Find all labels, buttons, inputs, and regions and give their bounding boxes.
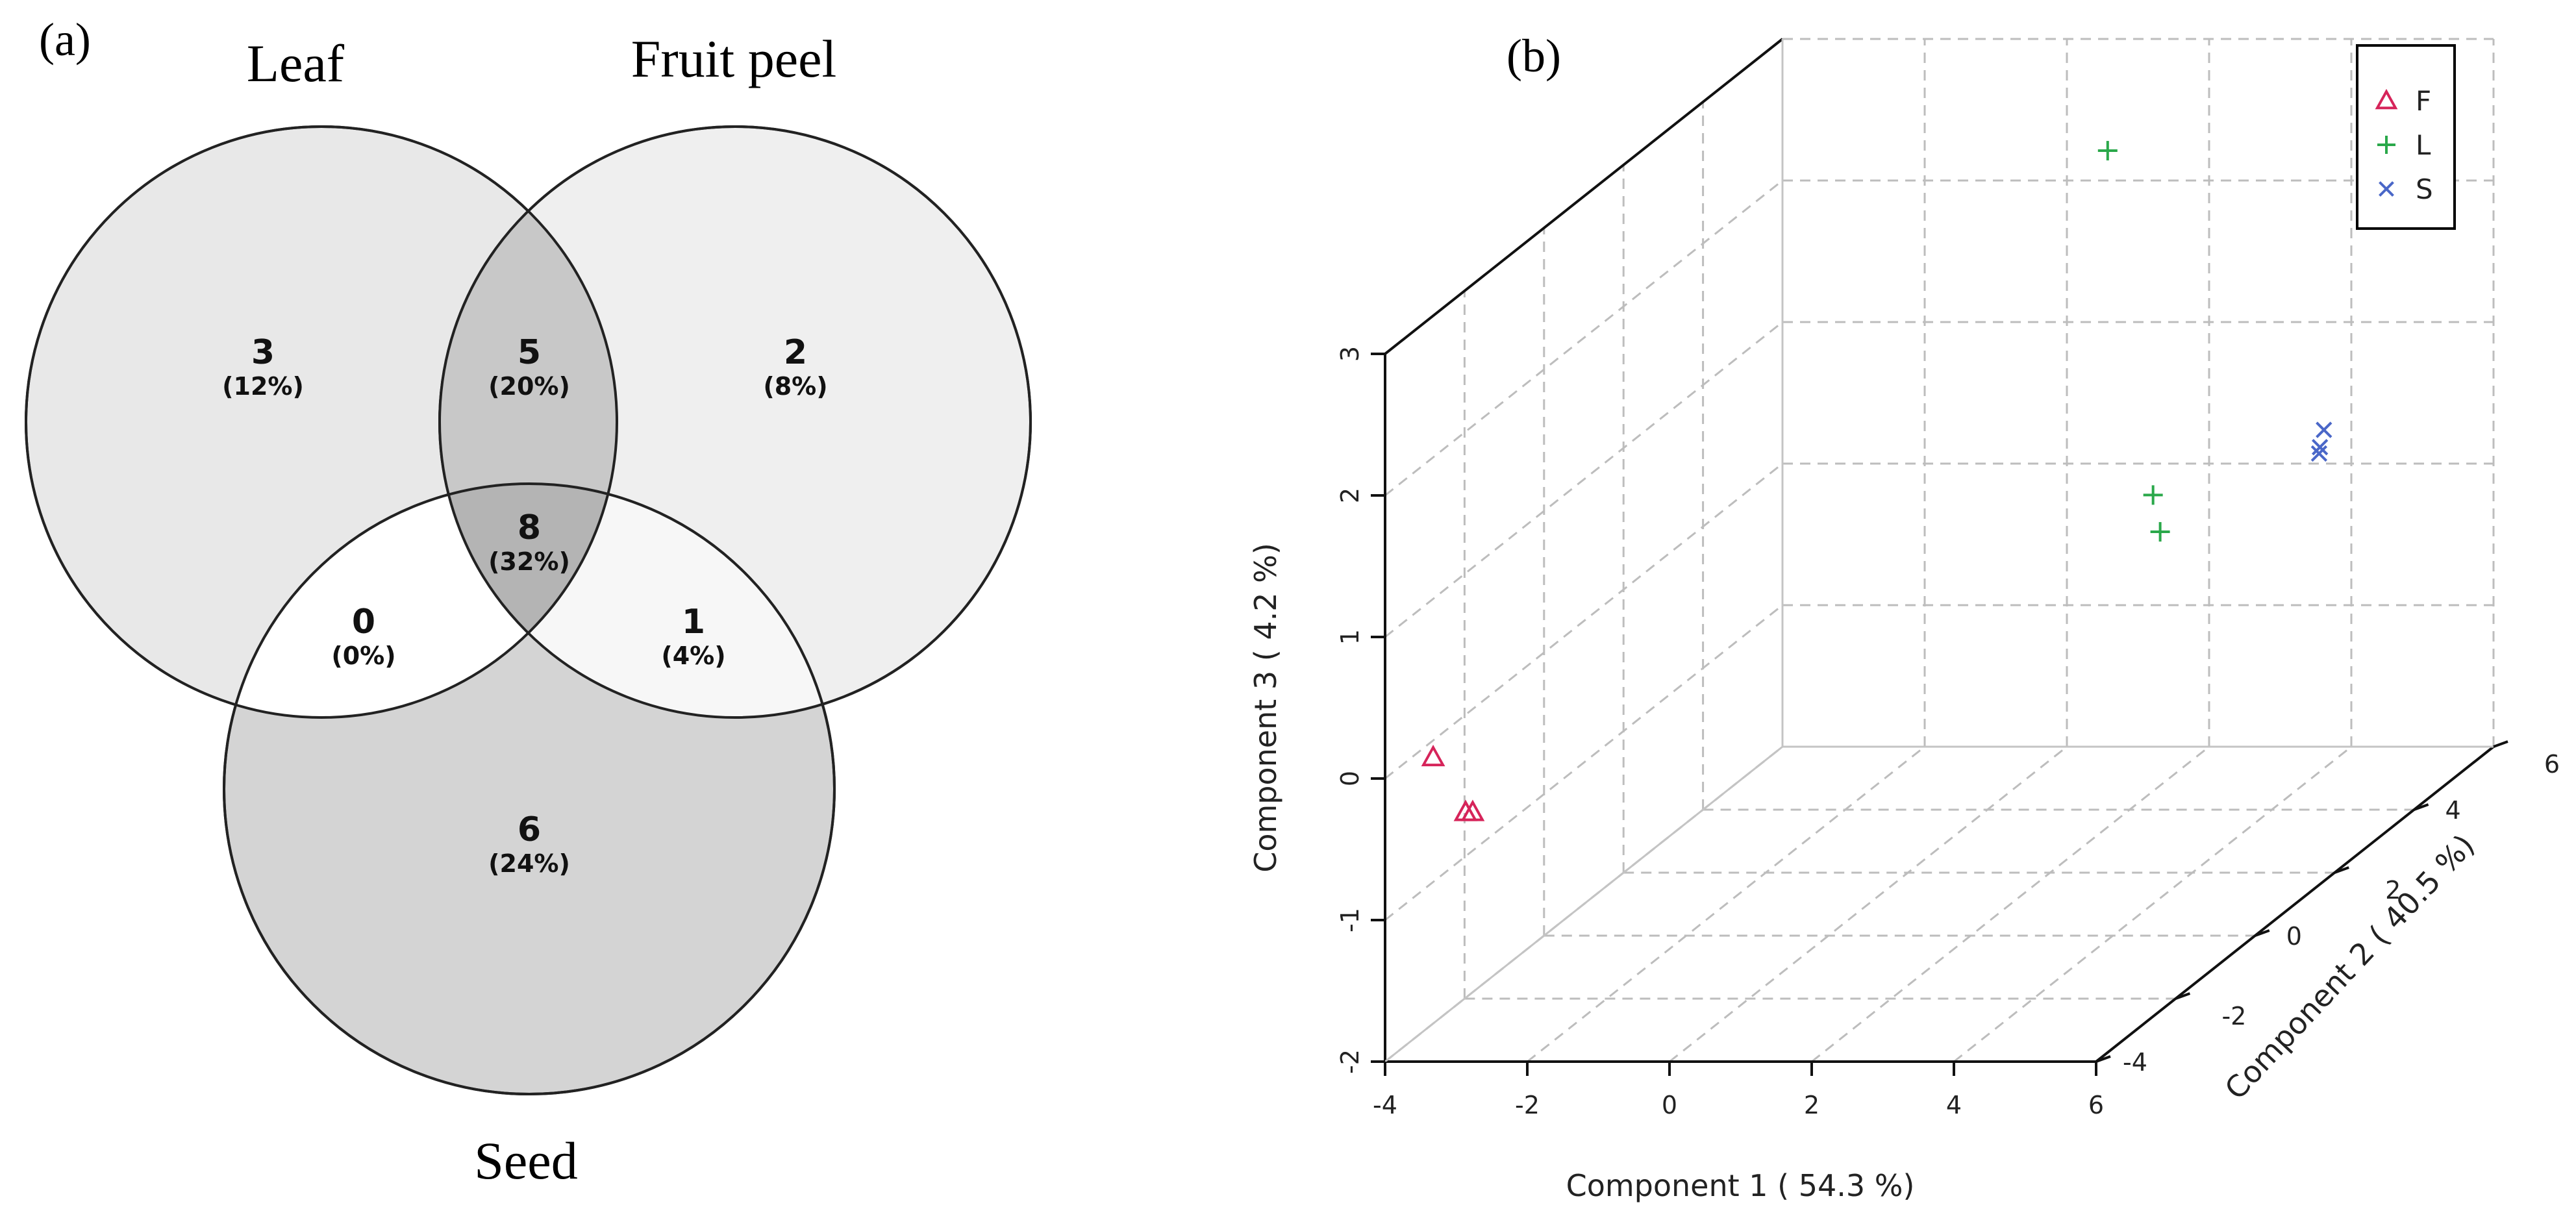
point-L: [2097, 141, 2118, 161]
set-label-fruit-peel: Fruit peel: [631, 29, 837, 88]
venn-outline-leaf: [25, 125, 618, 719]
y-tick-label: -4: [2123, 1048, 2147, 1077]
y-tick: [2175, 992, 2191, 1000]
point-S: [2316, 421, 2332, 438]
grid-line: [1384, 321, 1783, 638]
legend-label-F: F: [2416, 85, 2431, 117]
y-tick: [2255, 929, 2270, 937]
set-label-seed: Seed: [474, 1131, 577, 1190]
x-tick-label: 0: [1662, 1091, 1677, 1119]
region-percent-seed: (24%): [488, 849, 570, 878]
legend-label-S: S: [2416, 173, 2433, 205]
z-tick-label: 1: [1336, 629, 1364, 645]
pca-panel: (b) -4 -2 0 2 4 6 -2 -1 0 1 2 3 -4 -2 0 2 4 6 Component 1…: [1248, 30, 2560, 1203]
region-percent-leaf: (12%): [222, 372, 304, 401]
box-edge: [1384, 38, 1784, 355]
z-tick-label: -2: [1336, 1049, 1364, 1074]
y-tick-label: 0: [2286, 922, 2302, 951]
region-count-all: 8: [518, 508, 541, 547]
region-count-leaf-seed: 0: [352, 603, 375, 642]
x-tick-label: -2: [1515, 1091, 1540, 1119]
x-axis-label: Component 1 ( 54.3 %): [1566, 1168, 1915, 1203]
region-percent-leaf-seed: (0%): [331, 642, 395, 670]
y-axis-label: Component 2 ( 40.5 %): [2218, 827, 2481, 1106]
region-count-leaf: 3: [251, 333, 275, 372]
point-S: [2312, 439, 2329, 456]
x-tick-label: -4: [1373, 1091, 1397, 1119]
x-tick-label: 2: [1804, 1091, 1819, 1119]
legend-marker-S: [2379, 181, 2394, 197]
plot-box: [1384, 38, 2495, 1063]
grid-line: [1384, 462, 1783, 780]
data-points: [1421, 141, 2332, 821]
box-edge: [1384, 745, 1783, 1063]
point-L: [2143, 485, 2163, 505]
point-F: [1460, 799, 1485, 821]
grid-lines: [1384, 38, 2495, 1063]
z-tick-label: -1: [1336, 908, 1364, 932]
region-count-seed: 6: [518, 810, 541, 849]
z-tick-label: 3: [1336, 346, 1364, 362]
y-tick-label: 4: [2445, 796, 2461, 825]
venn-region-fruit-seed: [440, 484, 834, 717]
point-S: [2310, 445, 2328, 462]
region-count-fruit: 2: [784, 333, 807, 372]
grid-line: [1953, 745, 2352, 1063]
grid-line: [1811, 745, 2210, 1063]
grid-line: [1527, 745, 1925, 1063]
legend: FLS: [2356, 44, 2456, 230]
x-tick-label: 6: [2088, 1091, 2104, 1119]
point-F: [1421, 744, 1445, 767]
axis-ticks: -4 -2 0 2 4 6 -2 -1 0 1 2 3 -4 -2 0 2 4 6: [1336, 346, 2560, 1119]
region-count-leaf-fruit: 5: [518, 333, 541, 372]
legend-marker-F: [2375, 88, 2398, 110]
region-percent-leaf-fruit: (20%): [488, 372, 570, 401]
z-tick-label: 0: [1336, 771, 1364, 786]
panel-a-label: (a): [39, 14, 91, 66]
grid-line: [1384, 179, 1783, 497]
z-tick-label: 2: [1336, 488, 1364, 503]
z-axis-label: Component 3 ( 4.2 %): [1248, 543, 1283, 873]
grid-line: [1669, 745, 2068, 1063]
x-tick-label: 4: [1946, 1091, 1962, 1119]
grid-line: [1384, 604, 1783, 921]
venn-outline-seed: [223, 482, 836, 1095]
legend-box: [2356, 44, 2456, 230]
region-count-fruit-seed: 1: [682, 603, 705, 642]
point-L: [2150, 522, 2170, 542]
y-tick-label: -2: [2221, 1002, 2246, 1030]
legend-label-L: L: [2416, 129, 2431, 161]
region-percent-fruit: (8%): [763, 372, 827, 401]
venn-panel: (a) Leaf Fruit peel Se: [25, 14, 1032, 1190]
venn-region-leaf-seed: [224, 484, 617, 717]
set-label-leaf: Leaf: [247, 34, 345, 93]
y-tick: [2334, 866, 2349, 874]
box-edge: [2095, 745, 2495, 1063]
y-tick-label: 2: [2385, 876, 2401, 904]
legend-marker-L: [2377, 136, 2395, 154]
region-percent-fruit-seed: (4%): [661, 642, 725, 670]
venn-outline-fruit-peel: [438, 125, 1032, 719]
y-tick: [2413, 803, 2429, 811]
y-tick: [2493, 740, 2508, 748]
panel-b-label: (b): [1507, 30, 1561, 82]
region-percent-all: (32%): [488, 547, 570, 576]
y-tick: [2095, 1055, 2111, 1063]
y-tick-label: 6: [2544, 750, 2560, 779]
